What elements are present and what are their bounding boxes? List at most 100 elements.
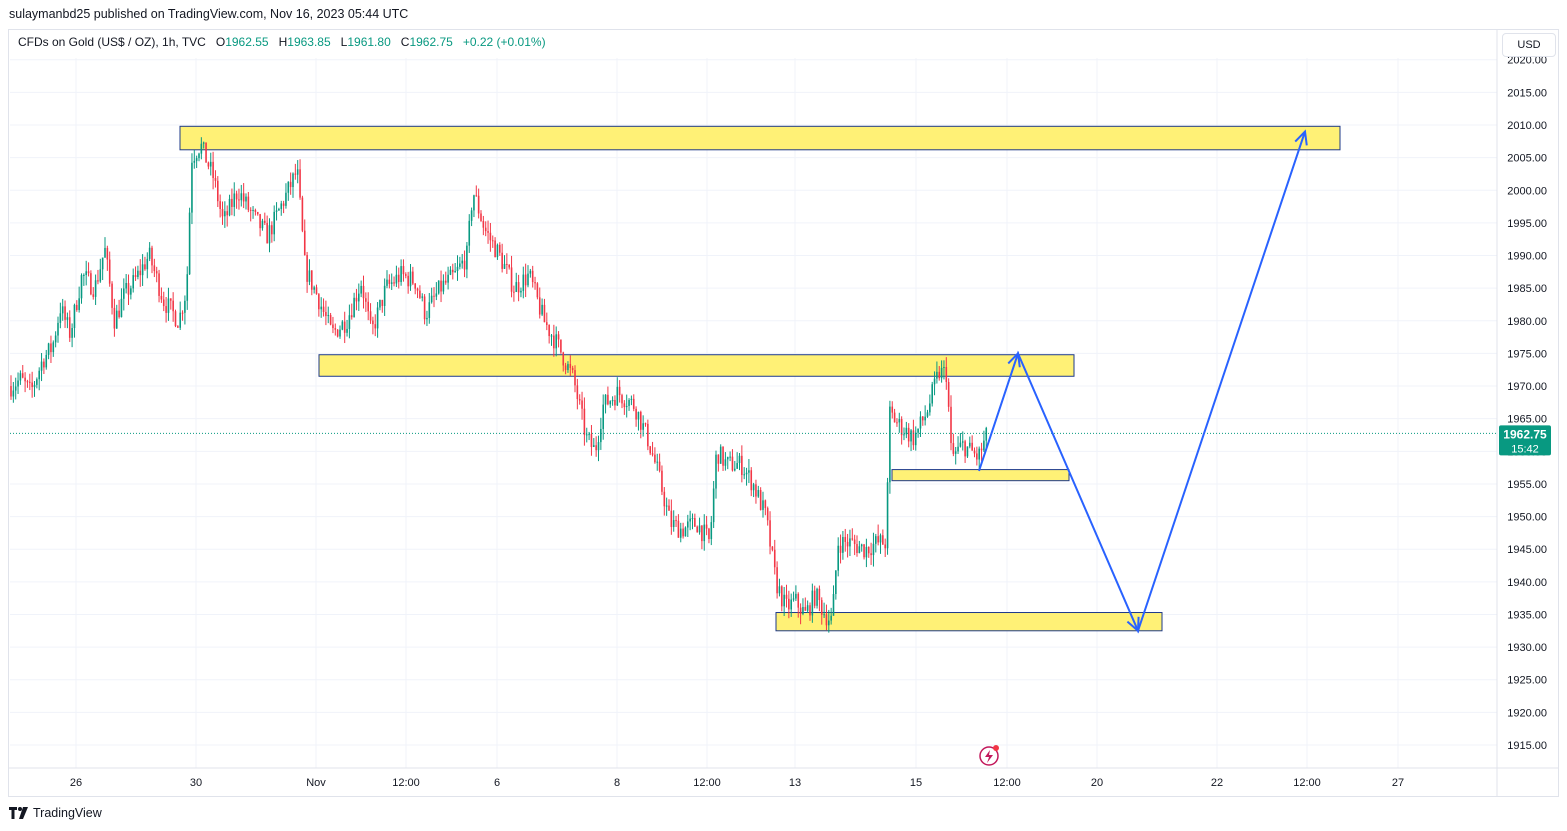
candle-body [461, 260, 463, 264]
flash-bolt-icon [985, 750, 993, 763]
candle-body [867, 546, 870, 554]
candle-body [273, 211, 275, 235]
candle-body [271, 225, 273, 235]
candle-body [844, 536, 847, 542]
candle-body [162, 299, 165, 307]
x-tick-label: 30 [190, 777, 202, 789]
candle-body [242, 193, 245, 202]
y-tick-label: 1990.00 [1507, 251, 1547, 263]
candle-body [618, 386, 621, 396]
candle-body [571, 367, 574, 371]
candle-body [59, 313, 62, 323]
candle-body [520, 290, 522, 293]
candle-body [602, 404, 604, 429]
candle-body [38, 370, 40, 380]
close-value: 1962.75 [409, 35, 453, 49]
candle-body [259, 214, 261, 229]
candle-body [433, 295, 435, 297]
support-resistance-zone [179, 125, 1341, 151]
candle-body [209, 161, 212, 167]
currency-button[interactable]: USD [1502, 33, 1556, 57]
candle-body [177, 326, 179, 328]
candle-body [261, 220, 264, 229]
candle-body [170, 298, 172, 301]
candle-body [155, 271, 158, 274]
candle-body [123, 288, 125, 299]
candle-body [809, 605, 811, 616]
candle-body [961, 441, 964, 443]
footer-brand-text: TradingView [33, 806, 102, 820]
candle-body [806, 605, 809, 611]
candle-body [494, 240, 496, 258]
candle-body [184, 300, 186, 313]
candle-body [642, 423, 644, 430]
candle-body [437, 280, 440, 294]
candle-body [745, 472, 748, 475]
candle-body [202, 142, 205, 144]
candle-body [134, 275, 137, 277]
candle-body [978, 448, 980, 460]
candle-body [346, 328, 348, 333]
candle-body [785, 594, 788, 599]
x-tick-label: 12:00 [1293, 777, 1321, 789]
candle-body [835, 570, 837, 595]
high-value: 1963.85 [287, 35, 331, 49]
candle-body [734, 468, 736, 471]
candle-body [275, 210, 278, 212]
candle-body [600, 428, 602, 443]
candle-body [524, 274, 527, 286]
candle-body [947, 382, 950, 407]
candle-body [315, 287, 318, 295]
candle-body [254, 209, 257, 212]
candle-body [12, 390, 15, 397]
candle-body [705, 524, 708, 529]
candle-body [553, 335, 555, 349]
x-tick-label: 6 [494, 777, 500, 789]
candle-body [78, 298, 80, 310]
candle-body [447, 274, 449, 283]
candle-body [266, 222, 268, 244]
candle-body [546, 322, 548, 326]
candle-body [818, 588, 821, 601]
y-tick-label: 2000.00 [1507, 185, 1547, 197]
candle-body [952, 443, 955, 454]
support-resistance-zone [891, 469, 1070, 482]
candle-body [945, 366, 948, 383]
candle-body [397, 274, 400, 283]
candle-body [400, 266, 402, 283]
candle-body [355, 297, 358, 302]
candle-body [31, 382, 33, 388]
candle-body [299, 169, 301, 198]
candle-body [430, 295, 433, 303]
candle-body [969, 442, 971, 447]
candle-body [367, 301, 369, 312]
candle-body [574, 370, 576, 386]
candle-body [139, 270, 142, 276]
candle-body [395, 274, 398, 284]
candle-body [640, 411, 642, 430]
candle-body [922, 416, 924, 421]
candle-body [853, 539, 856, 545]
symbol-title: CFDs on Gold (US$ / OZ), 1h, TVC [18, 35, 206, 49]
candle-body [741, 455, 743, 476]
candle-body [224, 211, 226, 217]
candle-body [409, 271, 412, 287]
candle-body [771, 546, 774, 550]
candle-body [903, 434, 905, 436]
candle-body [510, 267, 513, 292]
candle-body [858, 546, 861, 553]
candle-body [799, 607, 802, 614]
candle-body [54, 335, 57, 343]
candle-body [661, 470, 663, 492]
candle-body [148, 247, 151, 259]
candle-body [191, 162, 193, 213]
candle-body [85, 271, 87, 275]
candle-body [174, 311, 177, 327]
candle-body [393, 282, 395, 284]
candle-body [590, 434, 593, 447]
candle-body [50, 343, 52, 353]
candle-body [802, 606, 804, 614]
candle-body [26, 381, 29, 383]
candle-body [440, 280, 442, 292]
